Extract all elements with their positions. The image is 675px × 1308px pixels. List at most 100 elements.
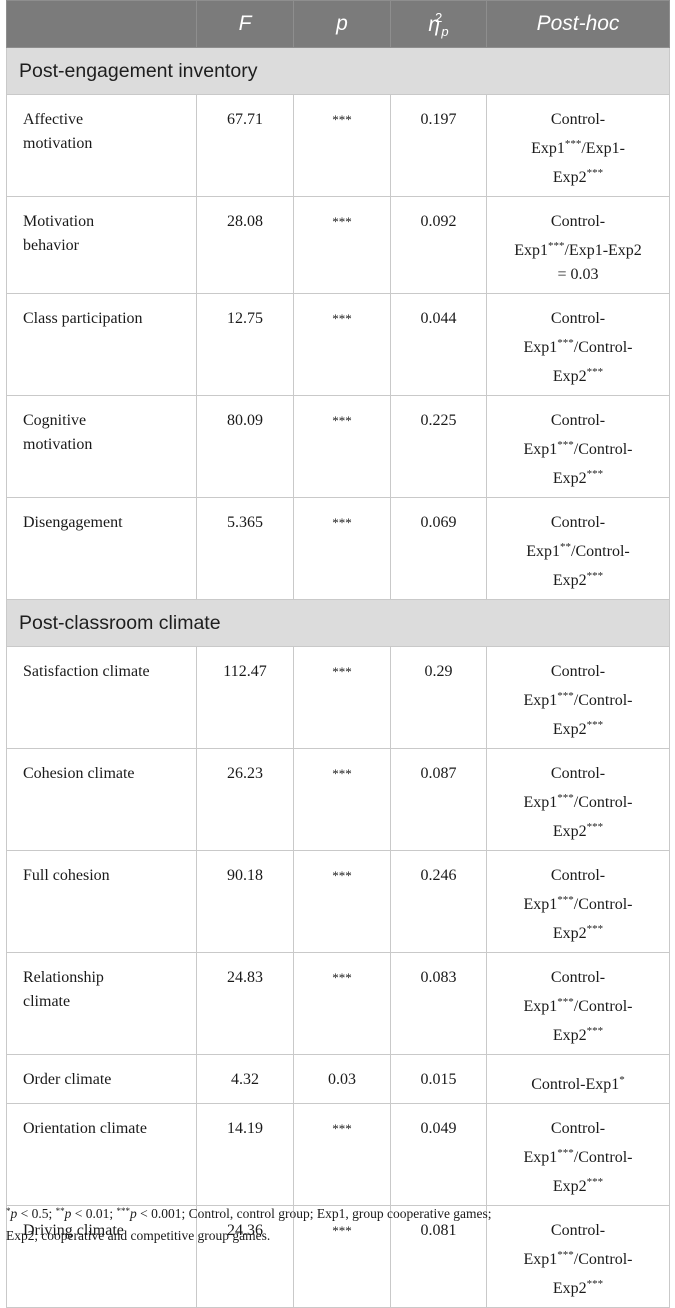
section-header-row: Post-engagement inventory [6, 47, 670, 95]
p-value: *** [293, 1103, 391, 1206]
posthoc-text: Exp2 [552, 470, 587, 487]
eta-value: 0.29 [390, 646, 487, 749]
row-label: Relationship climate [6, 952, 197, 1055]
posthoc-significance: *** [586, 1278, 604, 1290]
p-value: *** [293, 748, 391, 851]
row-label-line: Cohesion climate [23, 765, 135, 782]
row-label: Cohesion climate [6, 748, 197, 851]
p-value: *** [293, 952, 391, 1055]
eta-value: 0.015 [390, 1054, 487, 1104]
table-row: Full cohesion 90.18 *** 0.246 Control- Exp1**… [6, 850, 670, 953]
row-label: Class participation [6, 293, 197, 396]
eta-value: 0.092 [390, 196, 487, 294]
posthoc-text: /Control- [571, 543, 630, 560]
posthoc-significance: *** [586, 821, 604, 833]
posthoc-text: Exp2 [552, 1178, 587, 1195]
row-label-line: Relationship [23, 969, 104, 986]
posthoc-text: Exp1 [523, 692, 558, 709]
header-f: F [196, 0, 294, 48]
eta-value: 0.225 [390, 395, 487, 498]
f-value: 24.83 [196, 952, 294, 1055]
posthoc-value: Control- Exp1***/Control- Exp2*** [486, 952, 670, 1055]
row-label-line: Satisfaction climate [23, 663, 150, 680]
eta-value: 0.087 [390, 748, 487, 851]
p-value: *** [293, 497, 391, 600]
footnote-text: Exp2, cooperative and competitive group … [6, 1228, 271, 1243]
p-value-text: *** [332, 766, 352, 781]
header-p: p [293, 0, 391, 48]
row-label: Affective motivation [6, 94, 197, 197]
table-row: Order climate 4.32 0.03 0.015 Control-Exp1* [6, 1054, 670, 1104]
posthoc-text: Exp2 [552, 1027, 587, 1044]
posthoc-significance: ** [560, 541, 572, 553]
eta-value: 0.083 [390, 952, 487, 1055]
posthoc-text: Exp1 [523, 339, 558, 356]
posthoc-value: Control- Exp1***/Control- Exp2*** [486, 293, 670, 396]
posthoc-significance: *** [586, 570, 604, 582]
row-label: Satisfaction climate [6, 646, 197, 749]
header-blank [6, 0, 197, 48]
posthoc-text: Exp1 [523, 1149, 558, 1166]
row-label: Disengagement [6, 497, 197, 600]
posthoc-text: /Control- [573, 1251, 633, 1268]
footnote-var: p [130, 1206, 137, 1221]
p-value-text: *** [332, 311, 352, 326]
posthoc-significance: *** [557, 1249, 574, 1261]
row-label: Orientation climate [6, 1103, 197, 1206]
posthoc-text: Control- [550, 514, 606, 531]
row-label-line: Disengagement [23, 514, 123, 531]
p-value-text: *** [332, 214, 352, 229]
f-value: 80.09 [196, 395, 294, 498]
posthoc-text: Exp2 [552, 169, 587, 186]
row-label-line: Full cohesion [23, 867, 110, 884]
eta-value: 0.044 [390, 293, 487, 396]
posthoc-value: Control- Exp1***/Control- Exp2*** [486, 748, 670, 851]
row-label-line: Driving climate [23, 1222, 124, 1239]
posthoc-text: Control- [550, 663, 606, 680]
posthoc-text: /Control- [573, 794, 633, 811]
posthoc-significance: *** [586, 468, 604, 480]
row-label: Cognitive motivation [6, 395, 197, 498]
posthoc-text: Control- [550, 1120, 606, 1137]
posthoc-value: Control- Exp1***/Control- Exp2*** [486, 395, 670, 498]
f-value: 28.08 [196, 196, 294, 294]
posthoc-text: /Control- [573, 998, 633, 1015]
footnote-var: p [64, 1206, 72, 1221]
posthoc-text: Exp1 [523, 998, 558, 1015]
f-value: 90.18 [196, 850, 294, 953]
table-footnote: *p < 0.5; **p < 0.01; ***p < 0.001; Cont… [6, 1200, 669, 1247]
p-value: *** [293, 94, 391, 197]
posthoc-text: Control-Exp1 [531, 1076, 620, 1093]
posthoc-significance: *** [557, 792, 574, 804]
eta-sup: 2 [435, 9, 443, 25]
row-label-line: Affective [23, 111, 84, 128]
section-header-row: Post-classroom climate [6, 599, 670, 647]
eta-sub: p [441, 23, 449, 39]
p-value: *** [293, 850, 391, 953]
p-value: *** [293, 395, 391, 498]
posthoc-significance: *** [547, 240, 565, 252]
posthoc-text: /Exp1-Exp2 [564, 242, 642, 259]
p-value-text: *** [332, 1121, 352, 1136]
posthoc-value: Control- Exp1***/Exp1- Exp2*** [486, 94, 670, 197]
posthoc-text: Control- [550, 111, 606, 128]
row-label-line: climate [23, 993, 71, 1010]
eta-value: 0.246 [390, 850, 487, 953]
posthoc-significance: *** [586, 167, 604, 179]
table-row: Cohesion climate 26.23 *** 0.087 Control- Exp… [6, 748, 670, 851]
posthoc-significance: * [619, 1074, 625, 1086]
footnote-text: < 0.01; [71, 1206, 117, 1221]
row-label-line: Cognitive [23, 412, 87, 429]
row-label-line: motivation [23, 436, 93, 453]
f-value: 67.71 [196, 94, 294, 197]
row-label-line: Order climate [23, 1071, 112, 1088]
footnote-text: < 0.001; Control, control group; Exp1, g… [136, 1206, 492, 1221]
footnote-var: p [10, 1206, 18, 1221]
p-value-text: *** [332, 868, 352, 883]
f-value: 26.23 [196, 748, 294, 851]
f-value: 5.365 [196, 497, 294, 600]
f-value: 112.47 [196, 646, 294, 749]
posthoc-text: Exp1 [514, 242, 548, 259]
section-title: Post-engagement inventory [6, 47, 670, 95]
footnote-text: < 0.5; [17, 1206, 56, 1221]
